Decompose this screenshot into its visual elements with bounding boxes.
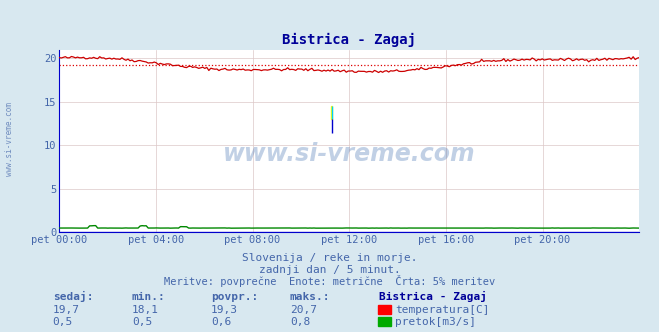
Text: temperatura[C]: temperatura[C] [395,305,490,315]
Text: Meritve: povprečne  Enote: metrične  Črta: 5% meritev: Meritve: povprečne Enote: metrične Črta:… [164,275,495,287]
Text: zadnji dan / 5 minut.: zadnji dan / 5 minut. [258,265,401,275]
Text: 19,7: 19,7 [53,305,80,315]
Text: 0,8: 0,8 [290,317,310,327]
Text: 0,5: 0,5 [53,317,73,327]
Text: Bistrica - Zagaj: Bistrica - Zagaj [379,291,487,302]
Text: min.:: min.: [132,292,165,302]
Text: 20,7: 20,7 [290,305,317,315]
Text: www.si-vreme.com: www.si-vreme.com [223,142,476,166]
Text: 0,5: 0,5 [132,317,152,327]
Text: sedaj:: sedaj: [53,291,93,302]
Text: www.si-vreme.com: www.si-vreme.com [5,103,14,176]
Text: povpr.:: povpr.: [211,292,258,302]
Text: pretok[m3/s]: pretok[m3/s] [395,317,476,327]
Text: maks.:: maks.: [290,292,330,302]
Text: 0,6: 0,6 [211,317,231,327]
Text: 19,3: 19,3 [211,305,238,315]
Text: Slovenija / reke in morje.: Slovenija / reke in morje. [242,253,417,263]
Title: Bistrica - Zagaj: Bistrica - Zagaj [282,33,416,47]
Text: 18,1: 18,1 [132,305,159,315]
